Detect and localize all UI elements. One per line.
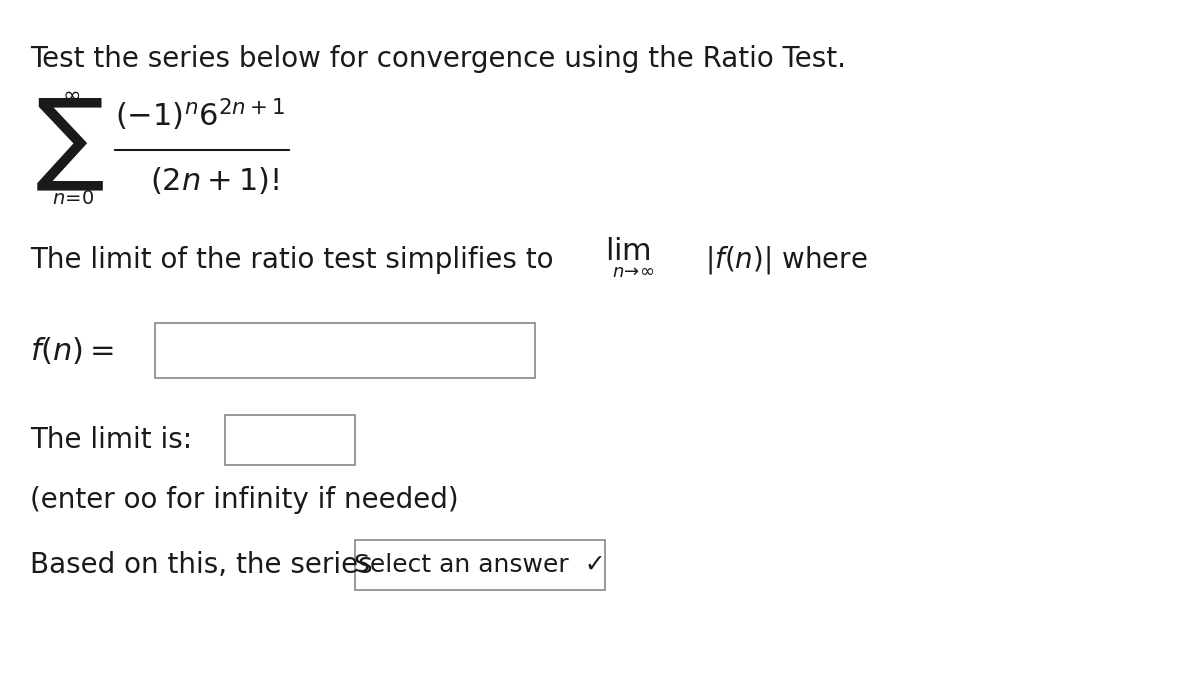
Text: $n\!=\!0$: $n\!=\!0$ — [52, 188, 95, 207]
Text: $(2n+1)!$: $(2n+1)!$ — [150, 165, 280, 196]
Text: $n\!\rightarrow\!\infty$: $n\!\rightarrow\!\infty$ — [612, 263, 655, 281]
Text: $\infty$: $\infty$ — [62, 85, 80, 105]
Text: The limit is:: The limit is: — [30, 426, 192, 454]
Text: $(-1)^n 6^{2n+1}$: $(-1)^n 6^{2n+1}$ — [115, 97, 286, 133]
Text: The limit of the ratio test simplifies to: The limit of the ratio test simplifies t… — [30, 246, 553, 274]
Text: $|f(n)|$ where: $|f(n)|$ where — [706, 244, 868, 276]
Text: $f(n) =$: $f(n) =$ — [30, 335, 114, 366]
Text: Based on this, the series: Based on this, the series — [30, 551, 373, 579]
Text: Test the series below for convergence using the Ratio Test.: Test the series below for convergence us… — [30, 45, 846, 73]
FancyBboxPatch shape — [355, 540, 605, 590]
Text: $\lim$: $\lim$ — [605, 237, 650, 267]
Text: $\sum$: $\sum$ — [35, 97, 104, 193]
Text: (enter oo for infinity if needed): (enter oo for infinity if needed) — [30, 486, 458, 514]
FancyBboxPatch shape — [155, 323, 535, 378]
Text: Select an answer  ✓: Select an answer ✓ — [354, 553, 606, 577]
FancyBboxPatch shape — [226, 415, 355, 465]
